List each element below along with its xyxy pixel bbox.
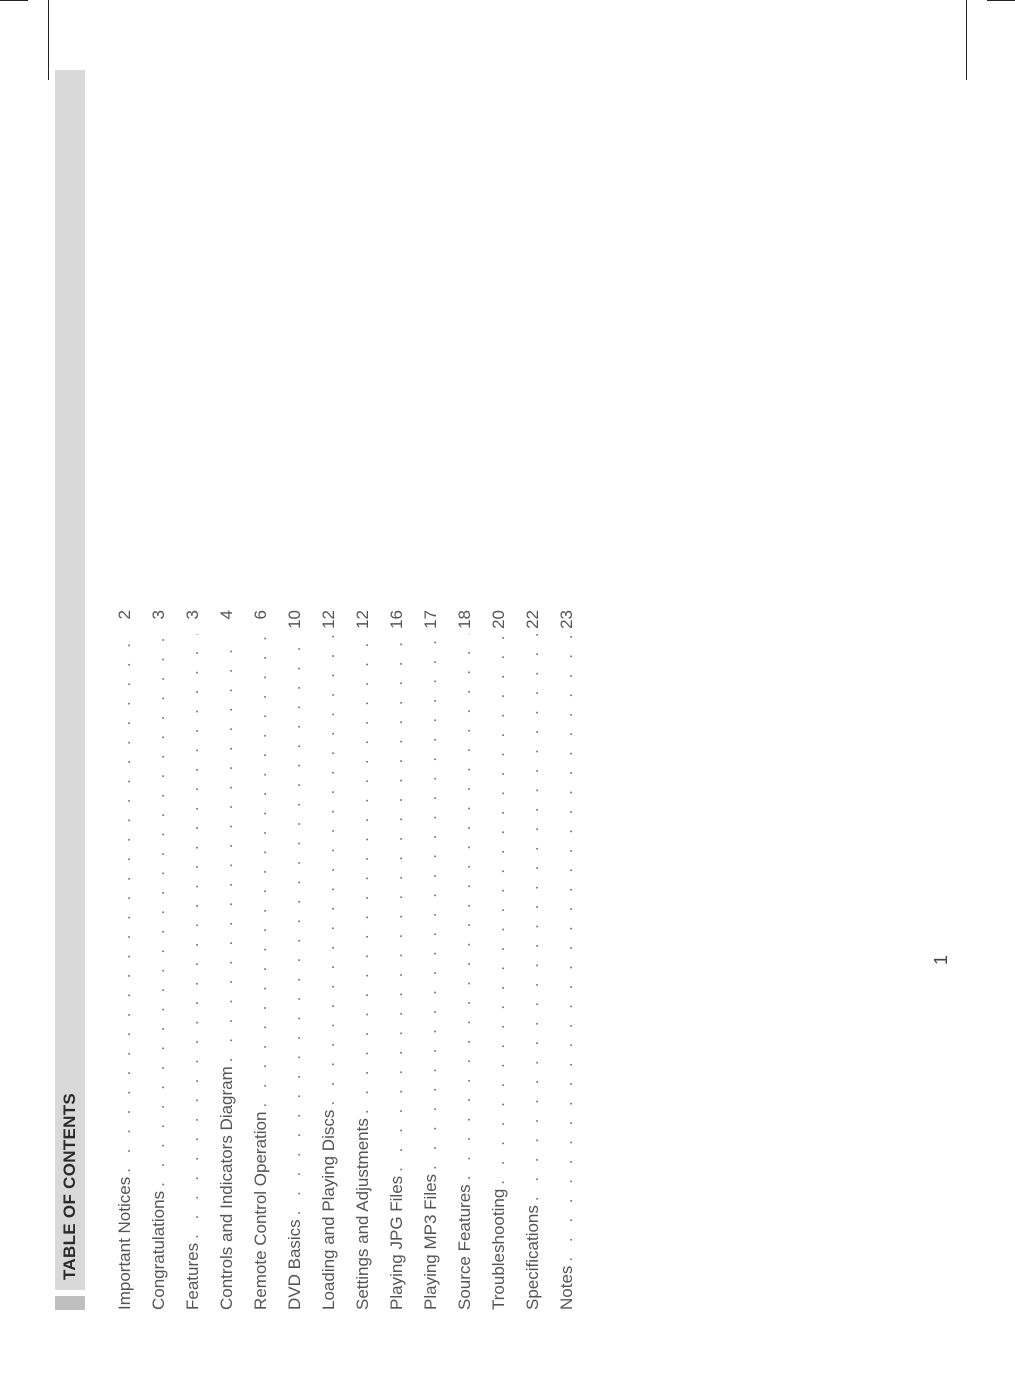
toc-page: 10 [285, 610, 305, 634]
toc-leader-dots: . . . . . . . . . . . . . . . . . . . . … [115, 634, 135, 1177]
section-heading: TABLE OF CONTENTS [55, 70, 85, 1310]
toc-leader-dots: . . . . . . . . . . . . . . . . . . . . … [149, 634, 169, 1191]
page-number: 1 [931, 610, 952, 1310]
toc-leader-dots: . . . . . . . . . . . . . . . . . . . . … [319, 634, 339, 1110]
toc-label: Congratulations [149, 1191, 169, 1310]
toc-page: 12 [319, 610, 339, 634]
toc-page: 12 [353, 610, 373, 634]
table-of-contents: Important Notices. . . . . . . . . . . .… [115, 610, 577, 1310]
toc-leader-dots: . . . . . . . . . . . . . . . . . . . . … [251, 634, 271, 1112]
toc-label: Loading and Playing Discs [319, 1110, 339, 1310]
toc-label: Playing JPG Files [387, 1176, 407, 1310]
heading-bar: TABLE OF CONTENTS [55, 70, 85, 1290]
toc-page: 20 [489, 610, 509, 634]
toc-row: Troubleshooting. . . . . . . . . . . . .… [489, 610, 509, 1310]
toc-page: 22 [523, 610, 543, 634]
toc-leader-dots: . . . . . . . . . . . . . . . . . . . . … [353, 634, 373, 1118]
toc-page: 16 [387, 610, 407, 634]
toc-row: Loading and Playing Discs. . . . . . . .… [319, 610, 339, 1310]
toc-leader-dots: . . . . . . . . . . . . . . . . . . . . … [489, 634, 509, 1189]
toc-label: Remote Control Operation [251, 1112, 271, 1310]
crop-mark [48, 0, 49, 80]
toc-label: DVD Basics [285, 1219, 305, 1310]
toc-label: Controls and Indicators Diagram [217, 1066, 237, 1310]
toc-leader-dots: . . . . . . . . . . . . . . . . . . . . … [455, 634, 475, 1184]
toc-page: 18 [455, 610, 475, 634]
toc-page: 3 [183, 610, 203, 634]
toc-page: 6 [251, 610, 271, 634]
toc-label: Playing MP3 Files [421, 1174, 441, 1310]
crop-mark [0, 0, 28, 1]
toc-leader-dots: . . . . . . . . . . . . . . . . . . . . … [421, 634, 441, 1174]
toc-leader-dots: . . . . . . . . . . . . . . . . . . . . … [557, 634, 577, 1266]
toc-leader-dots: . . . . . . . . . . . . . . . . . . . . … [523, 634, 543, 1205]
toc-page: 17 [421, 610, 441, 634]
crop-mark [966, 0, 967, 80]
toc-row: Settings and Adjustments. . . . . . . . … [353, 610, 373, 1310]
toc-label: Settings and Adjustments [353, 1118, 373, 1310]
toc-row: Playing MP3 Files. . . . . . . . . . . .… [421, 610, 441, 1310]
toc-leader-dots: . . . . . . . . . . . . . . . . . . . . … [285, 634, 305, 1219]
toc-row: Congratulations. . . . . . . . . . . . .… [149, 610, 169, 1310]
toc-page: 4 [217, 610, 237, 634]
page-content: TABLE OF CONTENTS Important Notices. . .… [55, 70, 591, 1310]
toc-label: Troubleshooting [489, 1189, 509, 1310]
toc-label: Important Notices [115, 1177, 135, 1310]
toc-row: Features. . . . . . . . . . . . . . . . … [183, 610, 203, 1310]
toc-label: Features [183, 1243, 203, 1310]
toc-row: Notes. . . . . . . . . . . . . . . . . .… [557, 610, 577, 1310]
toc-row: Controls and Indicators Diagram. . . . .… [217, 610, 237, 1310]
toc-row: Playing JPG Files. . . . . . . . . . . .… [387, 610, 407, 1310]
heading-accent [55, 1296, 85, 1310]
toc-leader-dots: . . . . . . . . . . . . . . . . . . . . … [387, 634, 407, 1176]
toc-label: Specifications [523, 1205, 543, 1310]
toc-label: Source Features [455, 1184, 475, 1310]
toc-leader-dots: . . . . . . . . . . . . . . . . . . . . … [183, 634, 203, 1243]
toc-leader-dots: . . . . . . . . . . . . . . . . . . . . … [217, 634, 237, 1066]
heading-text: TABLE OF CONTENTS [60, 1093, 79, 1280]
toc-label: Notes [557, 1266, 577, 1310]
toc-page: 2 [115, 610, 135, 634]
toc-row: DVD Basics. . . . . . . . . . . . . . . … [285, 610, 305, 1310]
toc-row: Specifications. . . . . . . . . . . . . … [523, 610, 543, 1310]
toc-page: 23 [557, 610, 577, 634]
toc-page: 3 [149, 610, 169, 634]
toc-row: Source Features. . . . . . . . . . . . .… [455, 610, 475, 1310]
crop-mark [987, 0, 1015, 1]
toc-row: Remote Control Operation. . . . . . . . … [251, 610, 271, 1310]
toc-row: Important Notices. . . . . . . . . . . .… [115, 610, 135, 1310]
